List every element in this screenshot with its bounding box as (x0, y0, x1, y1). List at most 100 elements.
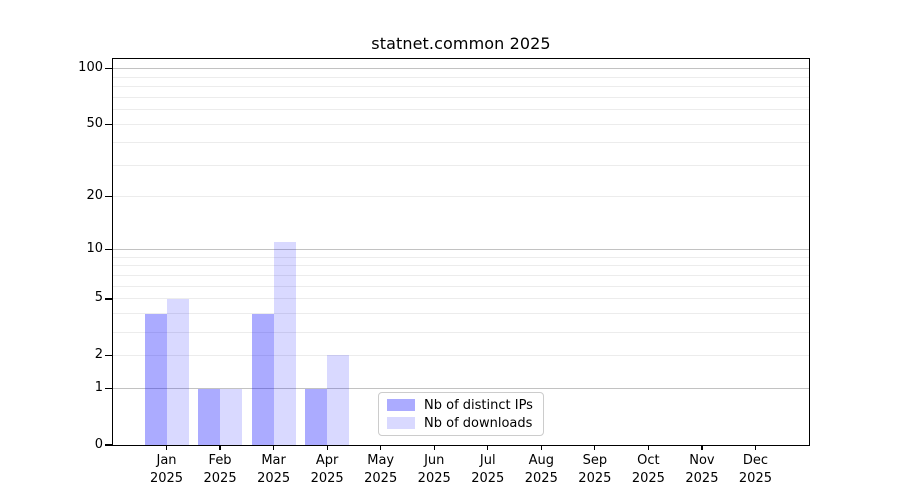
y-axis-tick (105, 354, 112, 357)
plot-area: 0 1 2 5 10 20 50 100 Jan 2025 Feb 2025 Mar 2025 Apr 202… (78, 58, 810, 486)
gridline-major (113, 249, 809, 251)
gridline-minor (113, 86, 809, 88)
x-tick-year: 2025 (149, 470, 184, 486)
x-tick-year: 2025 (524, 470, 558, 486)
y-tick-label: 50 (86, 116, 103, 132)
chart-title: statnet.common 2025 (371, 34, 551, 53)
x-tick-month: Dec (742, 453, 769, 468)
x-axis-tick (273, 445, 275, 450)
y-tick-label: 0 (94, 436, 103, 452)
gridline-minor (113, 109, 809, 111)
x-tick-year: 2025 (738, 470, 772, 486)
x-axis-tick (380, 445, 382, 450)
x-tick-label: Apr 2025 (295, 452, 359, 487)
y-axis-tick (105, 298, 112, 300)
bar-distinct-ips-apr (305, 388, 328, 445)
x-axis-tick (219, 445, 221, 450)
x-tick-month: Mar (261, 453, 286, 468)
x-tick-month: Apr (315, 453, 339, 468)
x-tick-label: May 2025 (349, 452, 413, 487)
x-axis-tick (647, 445, 649, 450)
x-tick-label: Nov 2025 (670, 452, 734, 487)
y-axis-tick (105, 444, 112, 446)
bar-downloads-feb (220, 388, 243, 445)
y-tick-label: 2 (94, 346, 103, 362)
x-axis-tick (540, 445, 542, 450)
gridline-minor (113, 141, 809, 143)
bar-distinct-ips-jan (144, 313, 167, 445)
gridline-minor (113, 298, 809, 300)
x-tick-year: 2025 (257, 470, 291, 486)
legend-swatch-downloads (387, 417, 415, 429)
x-tick-label: Jul 2025 (456, 452, 520, 487)
gridline-minor (113, 256, 809, 258)
x-tick-month: Oct (637, 453, 660, 468)
y-axis-tick (105, 68, 112, 70)
gridline-minor (113, 97, 809, 99)
legend-label-downloads: Nb of downloads (424, 415, 533, 431)
x-tick-label: Sep 2025 (563, 452, 627, 487)
x-axis-tick (433, 445, 435, 450)
gridline-minor (113, 275, 809, 277)
gridline-minor (113, 265, 809, 267)
x-tick-month: Aug (528, 453, 554, 468)
x-tick-year: 2025 (578, 470, 612, 486)
gridline-major (113, 388, 809, 389)
x-tick-label: Mar 2025 (242, 452, 306, 487)
legend-item-downloads: Nb of downloads (387, 415, 533, 431)
y-tick-label: 5 (94, 290, 103, 306)
legend-label-distinct-ips: Nb of distinct IPs (424, 397, 533, 413)
x-axis-tick (594, 445, 596, 450)
x-tick-label: Oct 2025 (616, 452, 680, 487)
x-tick-month: Jan (156, 453, 177, 468)
y-tick-label: 20 (86, 188, 103, 204)
x-tick-label: Jun 2025 (402, 452, 466, 487)
bar-downloads-mar (273, 242, 296, 445)
legend-item-distinct-ips: Nb of distinct IPs (387, 397, 533, 413)
x-tick-year: 2025 (364, 470, 398, 486)
x-tick-month: Sep (582, 453, 608, 468)
x-tick-month: Jul (479, 453, 496, 468)
x-tick-month: Jun (424, 453, 445, 468)
x-tick-month: Nov (689, 453, 715, 468)
y-tick-label: 100 (78, 60, 103, 76)
x-tick-year: 2025 (685, 470, 719, 486)
gridline-major (113, 68, 809, 70)
x-tick-year: 2025 (310, 470, 344, 486)
x-axis-tick (326, 445, 328, 450)
legend: Nb of distinct IPs Nb of downloads (378, 392, 544, 436)
legend-swatch-distinct-ips (387, 399, 415, 411)
x-tick-year: 2025 (417, 470, 451, 486)
y-axis-tick (105, 387, 112, 390)
y-axis-tick (105, 123, 112, 126)
x-tick-label: Jan 2025 (135, 452, 199, 487)
x-axis-tick (487, 445, 489, 450)
x-tick-label: Dec 2025 (723, 452, 787, 487)
gridline-minor (113, 196, 809, 198)
x-tick-year: 2025 (203, 470, 237, 486)
bar-downloads-apr (327, 355, 350, 445)
x-tick-label: Feb 2025 (188, 452, 252, 487)
gridline-minor (113, 124, 809, 126)
bar-distinct-ips-feb (198, 388, 221, 445)
y-axis-tick (105, 248, 112, 251)
gridline-minor (113, 285, 809, 287)
x-axis-tick (701, 445, 703, 450)
gridline-minor (113, 331, 809, 333)
x-axis-tick (165, 445, 168, 450)
y-tick-label: 1 (94, 380, 103, 395)
x-tick-year: 2025 (631, 470, 665, 486)
x-tick-month: May (367, 453, 395, 468)
x-tick-label: Aug 2025 (509, 452, 573, 487)
x-tick-month: Feb (208, 453, 232, 468)
bar-downloads-jan (166, 298, 189, 445)
bar-distinct-ips-mar (251, 313, 274, 445)
y-tick-label: 10 (86, 241, 103, 257)
gridline-minor (113, 313, 809, 315)
gridline-minor (113, 164, 809, 166)
x-tick-year: 2025 (471, 470, 505, 486)
gridline-minor (113, 354, 809, 356)
gridline-minor (113, 76, 809, 78)
x-axis-tick (754, 445, 757, 450)
